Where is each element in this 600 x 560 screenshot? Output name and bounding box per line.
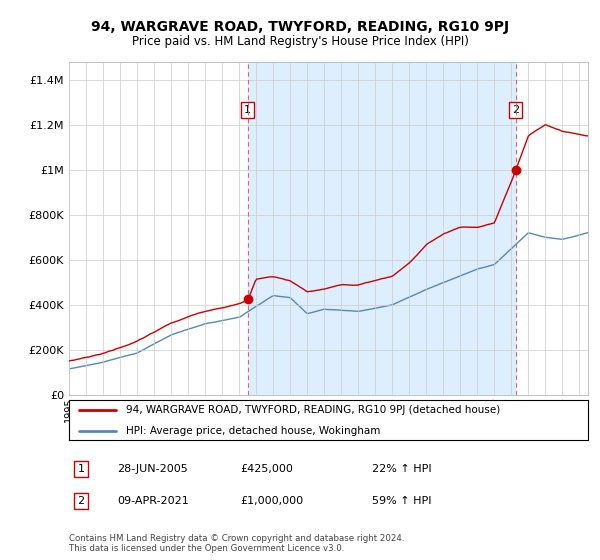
Text: 09-APR-2021: 09-APR-2021 [117, 496, 189, 506]
Text: £1,000,000: £1,000,000 [240, 496, 303, 506]
Text: 59% ↑ HPI: 59% ↑ HPI [372, 496, 431, 506]
Text: 1: 1 [77, 464, 85, 474]
Text: 2: 2 [512, 105, 519, 115]
Text: 28-JUN-2005: 28-JUN-2005 [117, 464, 188, 474]
Text: 22% ↑ HPI: 22% ↑ HPI [372, 464, 431, 474]
Text: 94, WARGRAVE ROAD, TWYFORD, READING, RG10 9PJ (detached house): 94, WARGRAVE ROAD, TWYFORD, READING, RG1… [126, 405, 500, 415]
Bar [248, 62, 515, 395]
Text: Contains HM Land Registry data © Crown copyright and database right 2024.
This d: Contains HM Land Registry data © Crown c… [69, 534, 404, 553]
Text: Price paid vs. HM Land Registry's House Price Index (HPI): Price paid vs. HM Land Registry's House … [131, 35, 469, 48]
Text: 94, WARGRAVE ROAD, TWYFORD, READING, RG10 9PJ: 94, WARGRAVE ROAD, TWYFORD, READING, RG1… [91, 20, 509, 34]
Text: £425,000: £425,000 [240, 464, 293, 474]
Text: HPI: Average price, detached house, Wokingham: HPI: Average price, detached house, Woki… [126, 426, 380, 436]
Text: 2: 2 [77, 496, 85, 506]
Text: 1: 1 [244, 105, 251, 115]
